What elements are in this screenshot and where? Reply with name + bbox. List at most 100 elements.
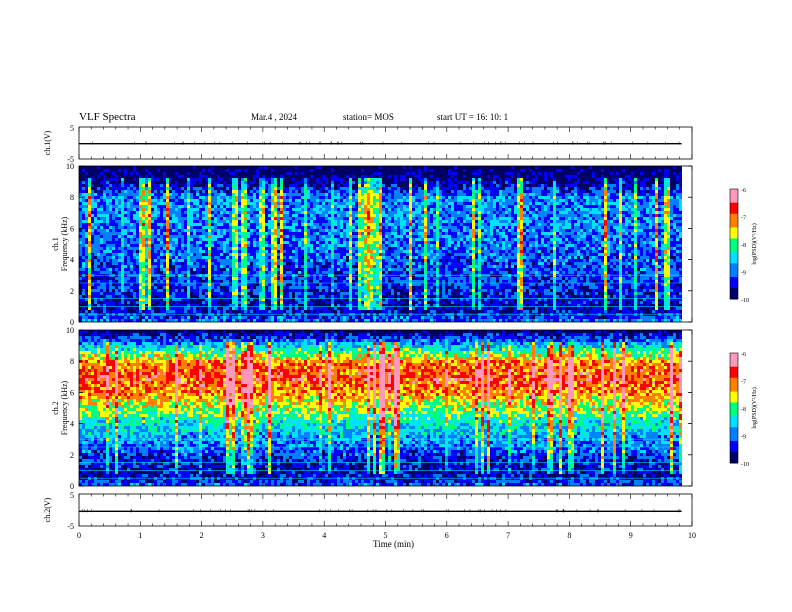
spectrogram-cell	[316, 259, 319, 262]
spectrogram-cell	[97, 193, 100, 196]
spectrogram-cell	[217, 259, 220, 262]
spectrogram-cell	[346, 208, 349, 211]
spectrogram-cell	[160, 187, 163, 190]
spectrogram-cell	[94, 262, 97, 265]
spectrogram-cell	[280, 268, 283, 271]
spectrogram-cell	[301, 223, 304, 226]
spectrogram-cell	[100, 232, 103, 235]
spectrogram-cell	[223, 280, 226, 283]
spectrogram-cell	[223, 250, 226, 253]
spectrogram-cell	[253, 307, 256, 310]
spectrogram-cell	[283, 229, 286, 232]
spectrogram-cell	[220, 172, 223, 175]
spectrogram-cell	[238, 175, 241, 178]
spectrogram-cell	[199, 181, 202, 184]
spectrogram-cell	[136, 169, 139, 172]
spectrogram-cell	[334, 226, 337, 229]
spectrogram-cell	[346, 247, 349, 250]
spectrogram-cell	[103, 211, 106, 214]
spectrogram-cell	[244, 166, 247, 169]
spectrogram-cell	[178, 181, 181, 184]
spectrogram-cell	[316, 268, 319, 271]
spectrogram-cell	[211, 244, 214, 247]
spectrogram-cell	[205, 172, 208, 175]
spectrogram-cell	[112, 238, 115, 241]
spectrogram-cell	[205, 307, 208, 310]
spectrogram-cell	[271, 289, 274, 292]
spectrogram-cell	[283, 268, 286, 271]
spectrogram-cell	[115, 196, 118, 199]
spectrogram-cell	[295, 181, 298, 184]
spectrogram-cell	[313, 253, 316, 256]
spectrogram-cell	[202, 208, 205, 211]
spectrogram-cell	[127, 205, 130, 208]
spectrogram-cell	[283, 259, 286, 262]
spectrogram-cell	[208, 283, 211, 286]
spectrogram-cell	[346, 319, 349, 322]
spectrogram-cell	[319, 283, 322, 286]
spectrogram-cell	[214, 214, 217, 217]
spectrogram-cell	[82, 169, 85, 172]
spectrogram-cell	[163, 214, 166, 217]
spectrogram-cell	[154, 196, 157, 199]
spectrogram-cell	[97, 226, 100, 229]
spectrogram-cell	[127, 247, 130, 250]
spectrogram-cell	[295, 205, 298, 208]
spectrogram-cell	[199, 235, 202, 238]
spectrogram-cell	[313, 193, 316, 196]
spectrogram-cell	[301, 256, 304, 259]
spectrogram-cell	[229, 241, 232, 244]
spectrogram-cell	[304, 229, 307, 232]
spectrogram-cell	[259, 277, 262, 280]
spectrogram-cell	[178, 205, 181, 208]
spectrogram-cell	[313, 283, 316, 286]
spectrogram-cell	[349, 280, 352, 283]
spectrogram-cell	[313, 241, 316, 244]
spectrogram-cell	[292, 220, 295, 223]
spectrogram-cell	[271, 250, 274, 253]
spectrogram-cell	[223, 241, 226, 244]
spectrogram-cell	[316, 310, 319, 313]
spectrogram-cell	[277, 307, 280, 310]
spectrogram-cell	[292, 286, 295, 289]
spectrogram-cell	[352, 259, 355, 262]
spectrogram-cell	[247, 166, 250, 169]
spectrogram-cell	[178, 238, 181, 241]
spectrogram-cell	[106, 271, 109, 274]
spectrogram-cell	[346, 304, 349, 307]
spectrogram-cell	[247, 202, 250, 205]
spectrogram-cell	[262, 253, 265, 256]
spectrogram-cell	[136, 166, 139, 169]
spectrogram-cell	[169, 277, 172, 280]
spectrogram-cell	[187, 181, 190, 184]
spectrogram-cell	[253, 292, 256, 295]
spectrogram-cell	[85, 187, 88, 190]
spectrogram-cell	[82, 262, 85, 265]
spectrogram-cell	[220, 211, 223, 214]
spectrogram-cell	[331, 211, 334, 214]
spectrogram-cell	[238, 220, 241, 223]
spectrogram-cell	[340, 184, 343, 187]
spectrogram-cell	[253, 166, 256, 169]
spectrogram-cell	[349, 196, 352, 199]
spectrogram-cell	[226, 295, 229, 298]
spectrogram-cell	[352, 199, 355, 202]
spectrogram-cell	[172, 178, 175, 181]
spectrogram-cell	[313, 280, 316, 283]
spectrogram-cell	[316, 208, 319, 211]
spectrogram-cell	[205, 238, 208, 241]
spectrogram-cell	[109, 256, 112, 259]
spectrogram-cell	[139, 229, 142, 232]
spectrogram-cell	[268, 307, 271, 310]
spectrogram-cell	[157, 277, 160, 280]
spectrogram-cell	[94, 181, 97, 184]
spectrogram-cell	[262, 211, 265, 214]
spectrogram-cell	[304, 280, 307, 283]
spectrogram-cell	[97, 247, 100, 250]
spectrogram-cell	[130, 256, 133, 259]
spectrogram-cell	[106, 193, 109, 196]
spectrogram-cell	[343, 223, 346, 226]
spectrogram-cell	[307, 250, 310, 253]
spectrogram-cell	[250, 169, 253, 172]
spectrogram-cell	[229, 184, 232, 187]
